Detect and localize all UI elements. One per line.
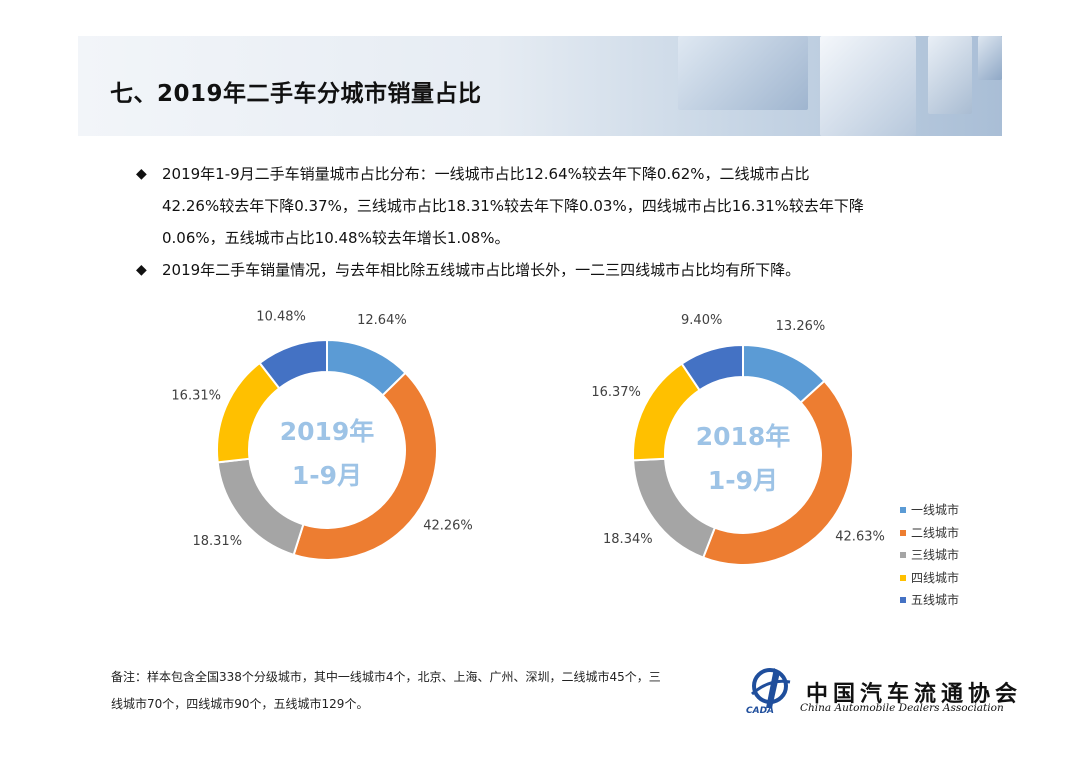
slice-value-label: 18.31% — [192, 534, 242, 549]
banner-decoration — [928, 36, 972, 114]
legend-label: 三线城市 — [911, 548, 960, 562]
slice-value-label: 16.31% — [171, 389, 221, 404]
slice-value-label: 13.26% — [776, 319, 826, 334]
chart-legend: 一线城市 二线城市 三线城市 四线城市 五线城市 — [900, 499, 959, 612]
donut-slice-tier4 — [632, 362, 701, 462]
legend-label: 四线城市 — [911, 570, 960, 585]
legend-label: 五线城市 — [911, 593, 960, 607]
slice-value-label: 18.34% — [603, 532, 653, 547]
cada-logo: CADA 中国汽车流通协会 China Automobile Dealers A… — [744, 664, 1017, 720]
slice-value-label: 9.40% — [681, 313, 722, 328]
donut-center-label: 1-9月 — [708, 466, 778, 495]
logo-abbreviation: CADA — [746, 706, 775, 716]
bullet-line: 2019年二手车销量情况，与去年相比除五线城市占比增长外，一二三四线城市占比均有… — [162, 261, 801, 279]
slice-value-label: 10.48% — [256, 310, 306, 325]
donut-center-label: 2019年 — [280, 417, 375, 446]
legend-swatch-icon — [900, 507, 906, 514]
slice-value-label: 42.26% — [423, 518, 473, 533]
legend-item: 三线城市 — [900, 544, 959, 567]
footnote-line: 线城市70个，四线城市90个，五线城市129个。 — [111, 697, 369, 711]
bullet-line: 0.06%，五线城市占比10.48%较去年增长1.08%。 — [162, 229, 510, 247]
donut-slice-tier5 — [680, 343, 744, 392]
legend-label: 二线城市 — [911, 525, 960, 540]
legend-item: 一线城市 — [900, 499, 959, 522]
legend-swatch-icon — [900, 574, 906, 581]
legend-item: 二线城市 — [900, 522, 959, 545]
donut-slice-tier4 — [216, 361, 281, 464]
legend-swatch-icon — [900, 529, 906, 536]
legend-swatch-icon — [900, 552, 906, 559]
logo-name-en: China Automobile Dealers Association — [800, 702, 1004, 714]
bullet-line: 42.26%较去年下降0.37%，三线城市占比18.31%较去年下降0.03%，… — [162, 197, 864, 215]
slice-value-label: 12.64% — [357, 313, 407, 328]
donut-center-label: 1-9月 — [292, 461, 362, 490]
slice-value-label: 42.63% — [835, 529, 885, 544]
banner-decoration — [820, 36, 916, 136]
footnote-line: 备注：样本包含全国338个分级城市，其中一线城市4个，北京、上海、广州、深圳，二… — [111, 670, 661, 684]
header-banner: 七、2019年二手车分城市销量占比 — [78, 36, 1002, 136]
logo-name-cn: 中国汽车流通协会 — [806, 681, 1023, 707]
donut-slice-tier2 — [292, 371, 438, 561]
legend-item: 五线城市 — [900, 589, 959, 612]
banner-decoration — [978, 36, 1002, 80]
bullet-line: 2019年1-9月二手车销量城市占比分布：一线城市占比12.64%较去年下降0.… — [162, 165, 810, 183]
legend-item: 四线城市 — [900, 567, 959, 590]
banner-decoration — [678, 36, 808, 110]
donut-slice-tier5 — [258, 338, 328, 390]
bullet-item: ◆ 2019年二手车销量情况，与去年相比除五线城市占比增长外，一二三四线城市占比… — [136, 254, 986, 286]
diamond-bullet-icon: ◆ — [136, 262, 147, 278]
diamond-bullet-icon: ◆ — [136, 166, 147, 182]
legend-label: 一线城市 — [911, 503, 960, 517]
cada-emblem-icon — [751, 668, 791, 708]
bullet-item: ◆ 2019年1-9月二手车销量城市占比分布：一线城市占比12.64%较去年下降… — [136, 158, 986, 254]
page-title: 七、2019年二手车分城市销量占比 — [110, 81, 482, 107]
footnote: 备注：样本包含全国338个分级城市，其中一线城市4个，北京、上海、广州、深圳，二… — [111, 664, 711, 718]
donut-center-label: 2018年 — [696, 422, 791, 451]
slice-value-label: 16.37% — [591, 385, 641, 400]
legend-swatch-icon — [900, 597, 906, 604]
bullet-list: ◆ 2019年1-9月二手车销量城市占比分布：一线城市占比12.64%较去年下降… — [136, 158, 986, 286]
donut-slice-tier2 — [701, 379, 854, 566]
